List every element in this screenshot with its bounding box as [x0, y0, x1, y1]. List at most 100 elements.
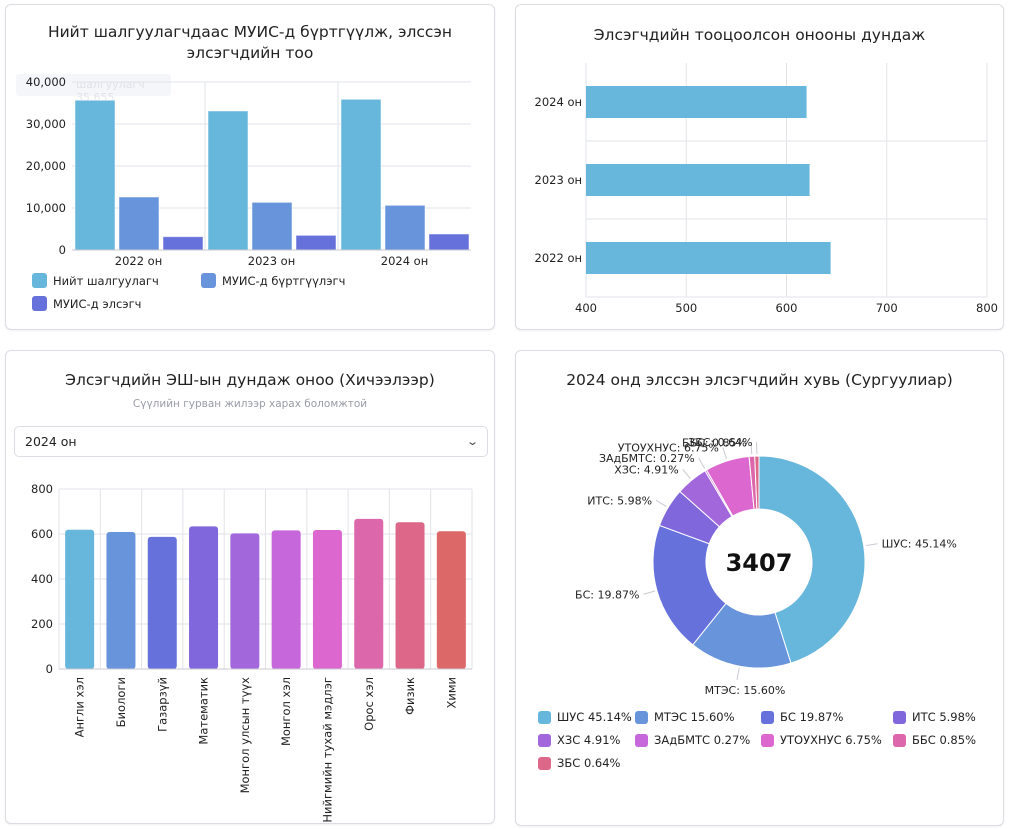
legend-label: ШУС 45.14% [557, 710, 632, 724]
legend-item[interactable]: УТОУХНУС 6.75% [761, 733, 882, 747]
legend-item[interactable]: ШУС 45.14% [538, 710, 632, 724]
bar [436, 531, 466, 669]
slice-label: ШУС: 45.14% [882, 538, 957, 551]
legend-label: УТОУХНУС 6.75% [780, 733, 882, 747]
chart-title: Элсэгчдийн тооцоолсон онооны дундаж [593, 26, 926, 44]
tooltip-ghost: шалгуулагч 35,655 [16, 74, 171, 104]
bar [312, 529, 342, 669]
bar [106, 531, 136, 669]
legend-item[interactable]: ЗБС 0.64% [538, 756, 620, 770]
bar [340, 98, 382, 251]
bar [65, 529, 95, 669]
slice-label: БС: 19.87% [575, 588, 639, 601]
label-leader [750, 442, 753, 455]
x-tick-label: Математик [197, 677, 211, 745]
legend-label: МУИС-д элсэгч [53, 296, 142, 311]
label-leader [682, 469, 691, 479]
legend-item[interactable]: МТЭС 15.60% [635, 710, 735, 724]
x-tick-label: Физик [403, 677, 417, 715]
bar [230, 533, 260, 669]
x-tick-label: 800 [976, 301, 998, 315]
bar [207, 110, 249, 251]
x-tick-label: Хими [444, 677, 458, 709]
x-tick-label: Монгол улсын түүх [238, 677, 252, 794]
legend-swatch [761, 733, 774, 747]
subject-score-chart-card: Элсэгчдийн ЭШ-ын дундаж оноо (Хичээлээр)… [5, 350, 495, 824]
y-tick-label: 0 [46, 662, 53, 676]
legend-swatch [635, 733, 648, 747]
slice-label: УТОУХНУС: 6.75% [618, 442, 719, 455]
legend-swatch [893, 710, 906, 724]
slice-label: МТЭС: 15.60% [705, 684, 786, 697]
y-tick-label: 400 [31, 572, 53, 586]
chevron-down-icon: ⌄ [465, 435, 479, 448]
applicants-chart-card: Нийт шалгуулагчдаас МУИС-д бүртгүүлж, эл… [5, 4, 495, 330]
chart-title: Нийт шалгуулагчдаас МУИС-д бүртгүүлж, эл… [47, 23, 453, 62]
legend-label: МУИС-д бүртгүүлэгч [222, 273, 346, 288]
legend-swatch [893, 733, 906, 747]
legend-label: ХЗС 4.91% [557, 733, 621, 747]
legend-label: МТЭС 15.60% [654, 710, 735, 724]
legend-label: ИТС 5.98% [912, 710, 976, 724]
x-tick-label: Монгол хэл [279, 677, 293, 746]
legend-item[interactable]: ЗАдБМТС 0.27% [635, 733, 750, 747]
legend-label: ЗАдБМТС 0.27% [654, 733, 751, 747]
legend-item[interactable]: ББС 0.85% [893, 733, 976, 747]
y-tick-label: 0 [59, 243, 66, 257]
y-tick-label: 2023 он [535, 173, 582, 187]
y-tick-label: 800 [31, 482, 53, 496]
x-tick-label: Нийгмийн тухай мэдлэг [320, 677, 334, 823]
x-tick-label: 500 [675, 301, 697, 315]
legend-item[interactable]: БС 19.87% [761, 710, 843, 724]
legend-item[interactable]: ИТС 5.98% [893, 710, 976, 724]
legend-swatch [538, 733, 551, 747]
legend-label: Нийт шалгуулагч [53, 273, 159, 288]
bar [118, 196, 160, 251]
bar [251, 201, 293, 251]
school-share-donut-chart: ШУС: 45.14% МТЭС: 15.60% БС: 19.87% ИТС: 5.… [575, 436, 957, 697]
slice-label: ИТС: 5.98% [587, 494, 652, 507]
legend-item[interactable]: МУИС-д бүртгүүлэгч [201, 273, 345, 288]
bar [189, 526, 219, 669]
chart-title: 2024 онд элссэн элсэгчдийн хувь (Сургуул… [566, 371, 953, 389]
legend-label: ББС 0.85% [912, 733, 976, 747]
x-tick-label: 400 [575, 301, 597, 315]
donut-center-total: 3407 [726, 549, 793, 577]
bar [395, 522, 425, 669]
x-tick-label: 700 [876, 301, 898, 315]
legend-swatch [538, 710, 551, 724]
donut-slice [758, 455, 866, 664]
chart-subtitle: Сүүлийн гурван жилээр харах боломжтой [132, 398, 368, 410]
x-tick-label: 2024 он [381, 254, 428, 268]
x-tick-label: 2023 он [248, 254, 295, 268]
x-tick-label: Газарзүй [155, 677, 169, 732]
legend-swatch [538, 756, 551, 770]
legend-label: ЗБС 0.64% [557, 756, 621, 770]
legend-item[interactable]: ХЗС 4.91% [538, 733, 620, 747]
y-tick-label: 40,000 [26, 75, 66, 89]
slice-label: ББС: 0.85% [682, 436, 747, 449]
year-select[interactable]: 2024 он ⌄ [14, 426, 488, 457]
bar [354, 518, 384, 669]
x-tick-label: 2022 он [115, 254, 162, 268]
bar [384, 204, 426, 251]
y-tick-label: 2024 он [535, 95, 582, 109]
legend-swatch [32, 296, 47, 311]
label-leader [643, 590, 656, 595]
legend-item[interactable]: Нийт шалгуулагч [32, 273, 159, 288]
bar [271, 530, 301, 669]
y-tick-label: 200 [31, 617, 53, 631]
label-leader [698, 457, 706, 469]
bar [147, 536, 177, 669]
y-tick-label: 2022 он [535, 251, 582, 265]
label-leader [865, 543, 878, 547]
bar [586, 242, 831, 274]
y-tick-label: 10,000 [26, 201, 66, 215]
bar [586, 86, 807, 118]
slice-label: ЗБС: 0.64% [688, 436, 752, 449]
y-tick-label: 20,000 [26, 159, 66, 173]
applicants-bar-chart: 0 10,000 20,000 30,000 40,000 2022 он 2023 он 2… [26, 75, 471, 268]
legend-item[interactable]: МУИС-д элсэгч [32, 296, 141, 311]
bar [586, 164, 810, 196]
label-leader [655, 499, 667, 507]
